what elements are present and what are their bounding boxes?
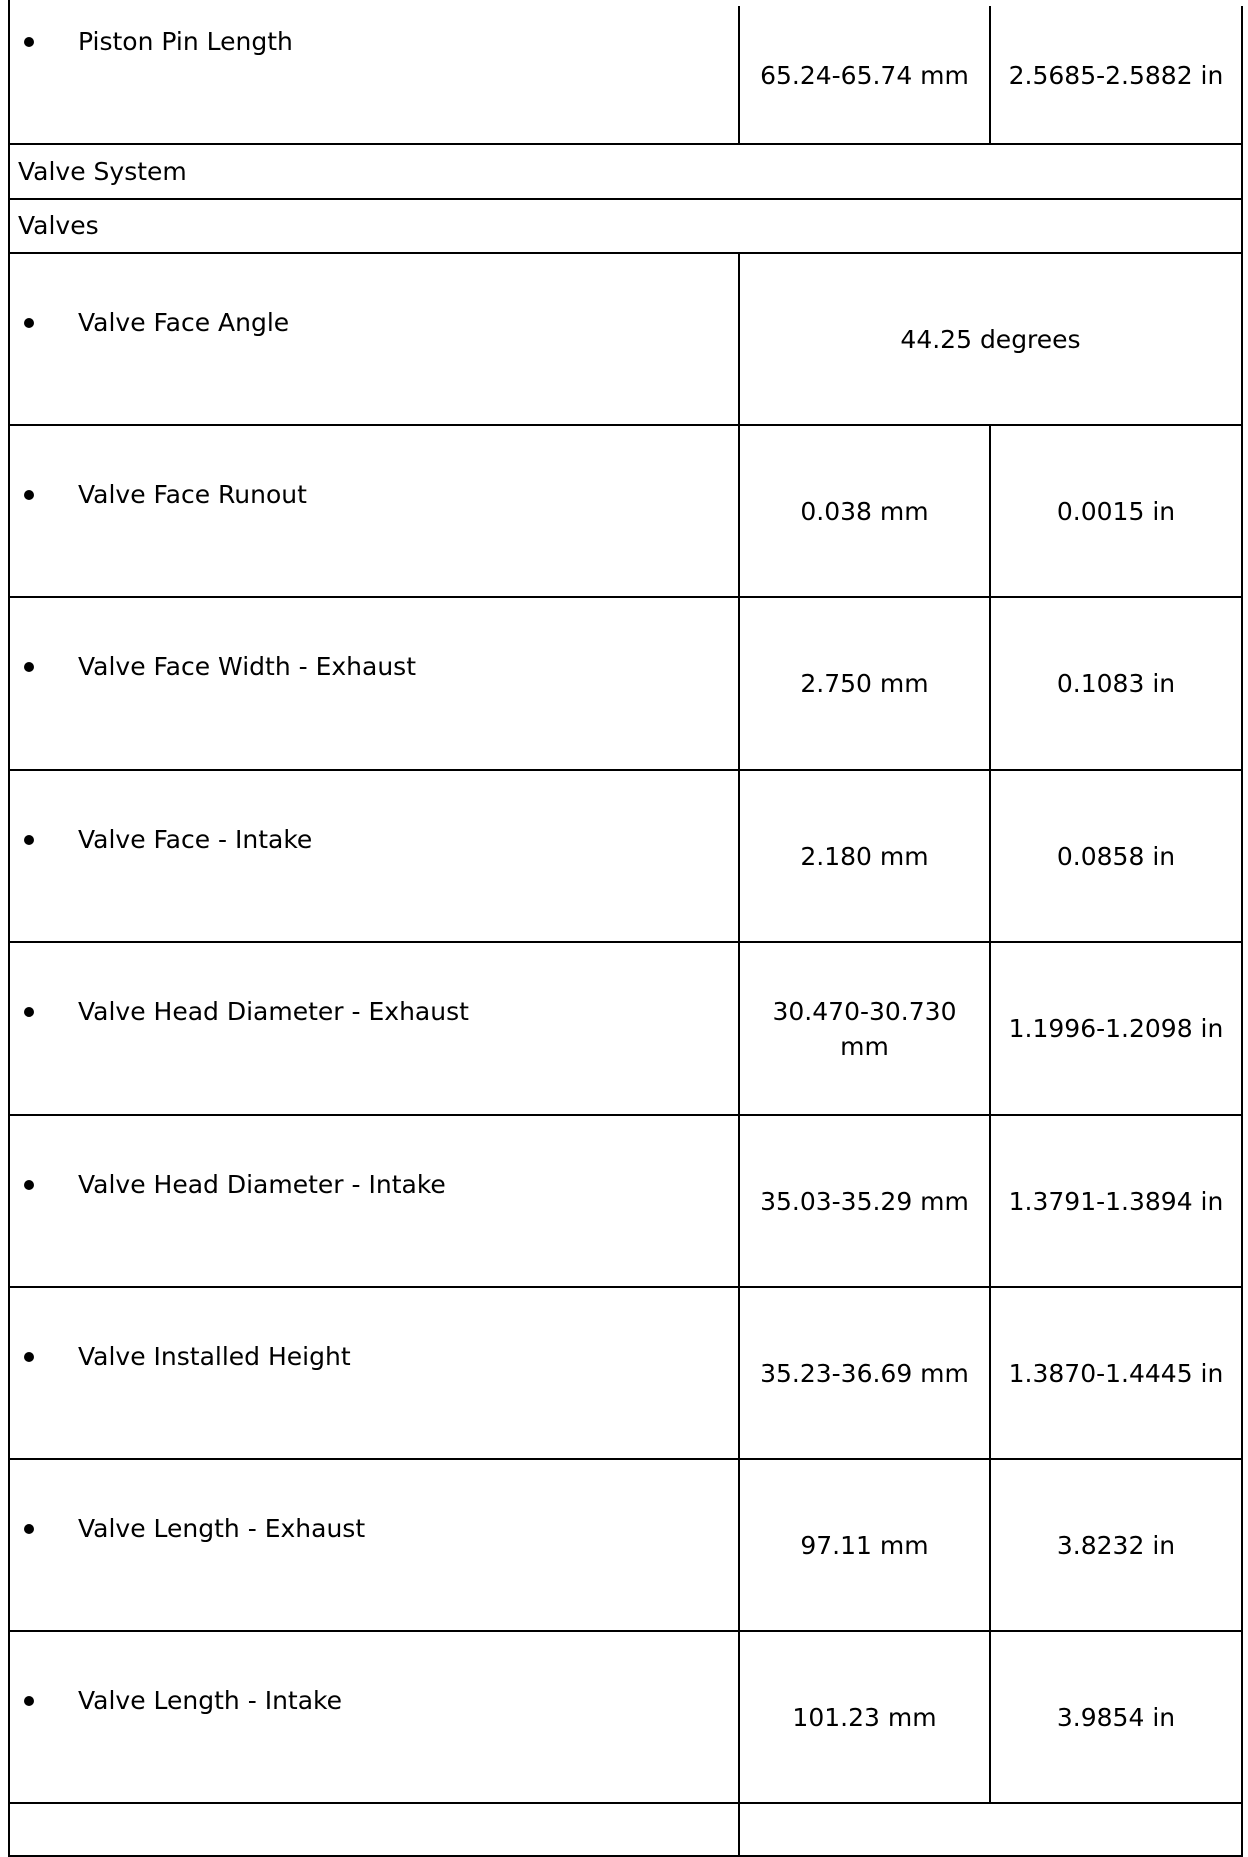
metric-value: 65.24-65.74 mm — [760, 60, 969, 90]
column-divider — [989, 597, 991, 770]
table-left-border — [8, 1287, 10, 1459]
bullet-icon — [24, 318, 34, 328]
metric-value: 35.23-36.69 mm — [760, 1358, 969, 1388]
column-divider — [738, 1459, 740, 1631]
spec-label: Valve Face - Intake — [78, 825, 313, 854]
row-border — [8, 424, 1243, 426]
imperial-value: 3.8232 in — [1056, 1530, 1176, 1560]
spec-label: Valve Face Angle — [78, 308, 290, 337]
bullet-icon — [24, 1180, 34, 1190]
column-divider — [989, 1459, 991, 1631]
spec-label: Valve Length - Exhaust — [78, 1514, 366, 1543]
column-divider — [738, 1803, 740, 1856]
column-divider — [738, 425, 740, 597]
column-divider — [738, 253, 740, 425]
bullet-icon — [24, 835, 34, 845]
spec-label: Valve Face Runout — [78, 480, 307, 509]
imperial-value: 0.1083 in — [1056, 669, 1176, 698]
spec-label: Valve Face Width - Exhaust — [78, 652, 417, 681]
column-divider — [989, 425, 991, 597]
metric-value: 0.038 mm — [800, 496, 929, 526]
table-left-border — [8, 144, 10, 199]
imperial-value: 3.9854 in — [1056, 1702, 1176, 1732]
metric-value: 35.03-35.29 mm — [760, 1186, 969, 1216]
spec-label: Valve Installed Height — [78, 1342, 351, 1371]
column-divider — [738, 1631, 740, 1803]
column-divider — [738, 6, 740, 144]
table-right-border — [1241, 199, 1243, 253]
column-divider — [989, 1287, 991, 1459]
row-border — [8, 769, 1243, 771]
table-right-border — [1241, 1459, 1243, 1631]
section-header: Valve System — [18, 156, 187, 186]
imperial-value: 0.0858 in — [1056, 841, 1176, 871]
bullet-icon — [24, 1007, 34, 1017]
bullet-icon — [24, 1352, 34, 1362]
table-right-border — [1241, 6, 1243, 144]
table-right-border — [1241, 253, 1243, 425]
column-divider — [738, 770, 740, 942]
table-left-border — [8, 942, 10, 1115]
table-left-border — [8, 1631, 10, 1803]
row-border — [8, 198, 1243, 200]
table-left-border — [8, 425, 10, 597]
row-border — [8, 1458, 1243, 1460]
imperial-value: 1.1996-1.2098 in — [1008, 1014, 1224, 1043]
column-divider — [738, 1287, 740, 1459]
column-divider — [989, 1631, 991, 1803]
imperial-value: 1.3791-1.3894 in — [1008, 1186, 1224, 1216]
table-right-border — [1241, 1287, 1243, 1459]
bullet-icon — [24, 1696, 34, 1706]
row-border — [8, 252, 1243, 254]
spec-label: Valve Head Diameter - Exhaust — [78, 997, 469, 1026]
spec-label: Valve Head Diameter - Intake — [78, 1170, 446, 1199]
table-left-border — [8, 770, 10, 942]
column-divider — [738, 1115, 740, 1287]
row-border — [8, 143, 1243, 145]
table-left-border — [8, 199, 10, 253]
row-border — [8, 1114, 1243, 1116]
metric-value: 2.750 mm — [800, 669, 929, 698]
table-left-border — [8, 0, 10, 144]
bullet-icon — [24, 662, 34, 672]
column-divider — [738, 942, 740, 1115]
column-divider — [989, 6, 991, 144]
row-border — [8, 1630, 1243, 1632]
metric-value: 97.11 mm — [800, 1530, 929, 1560]
row-border — [8, 596, 1243, 598]
metric-value: 2.180 mm — [800, 841, 929, 871]
imperial-value: 1.3870-1.4445 in — [1008, 1358, 1224, 1388]
table-right-border — [1241, 1115, 1243, 1287]
bullet-icon — [24, 1524, 34, 1534]
table-right-border — [1241, 1631, 1243, 1803]
table-right-border — [1241, 942, 1243, 1115]
column-divider — [738, 597, 740, 770]
table-right-border — [1241, 425, 1243, 597]
table-left-border — [8, 1459, 10, 1631]
spec-label: Valve Length - Intake — [78, 1686, 343, 1715]
table-right-border — [1241, 144, 1243, 199]
imperial-value: 0.0015 in — [1056, 496, 1176, 526]
table-right-border — [1241, 1803, 1243, 1856]
row-border — [8, 941, 1243, 943]
table-left-border — [8, 597, 10, 770]
metric-value: 30.470-30.730 mm — [772, 996, 957, 1061]
spec-value: 44.25 degrees — [900, 324, 1081, 354]
bullet-icon — [24, 490, 34, 500]
table-left-border — [8, 1115, 10, 1287]
column-divider — [989, 770, 991, 942]
section-header: Valves — [18, 211, 99, 240]
table-right-border — [1241, 597, 1243, 770]
bullet-icon — [24, 37, 34, 47]
table-left-border — [8, 253, 10, 425]
table-left-border — [8, 1803, 10, 1856]
column-divider — [989, 1115, 991, 1287]
table-right-border — [1241, 770, 1243, 942]
metric-value: 101.23 mm — [792, 1702, 937, 1732]
row-border — [8, 1802, 1243, 1804]
column-divider — [989, 942, 991, 1115]
imperial-value: 2.5685-2.5882 in — [1008, 60, 1224, 90]
spec-label: Piston Pin Length — [78, 27, 293, 56]
row-border — [8, 1286, 1243, 1288]
